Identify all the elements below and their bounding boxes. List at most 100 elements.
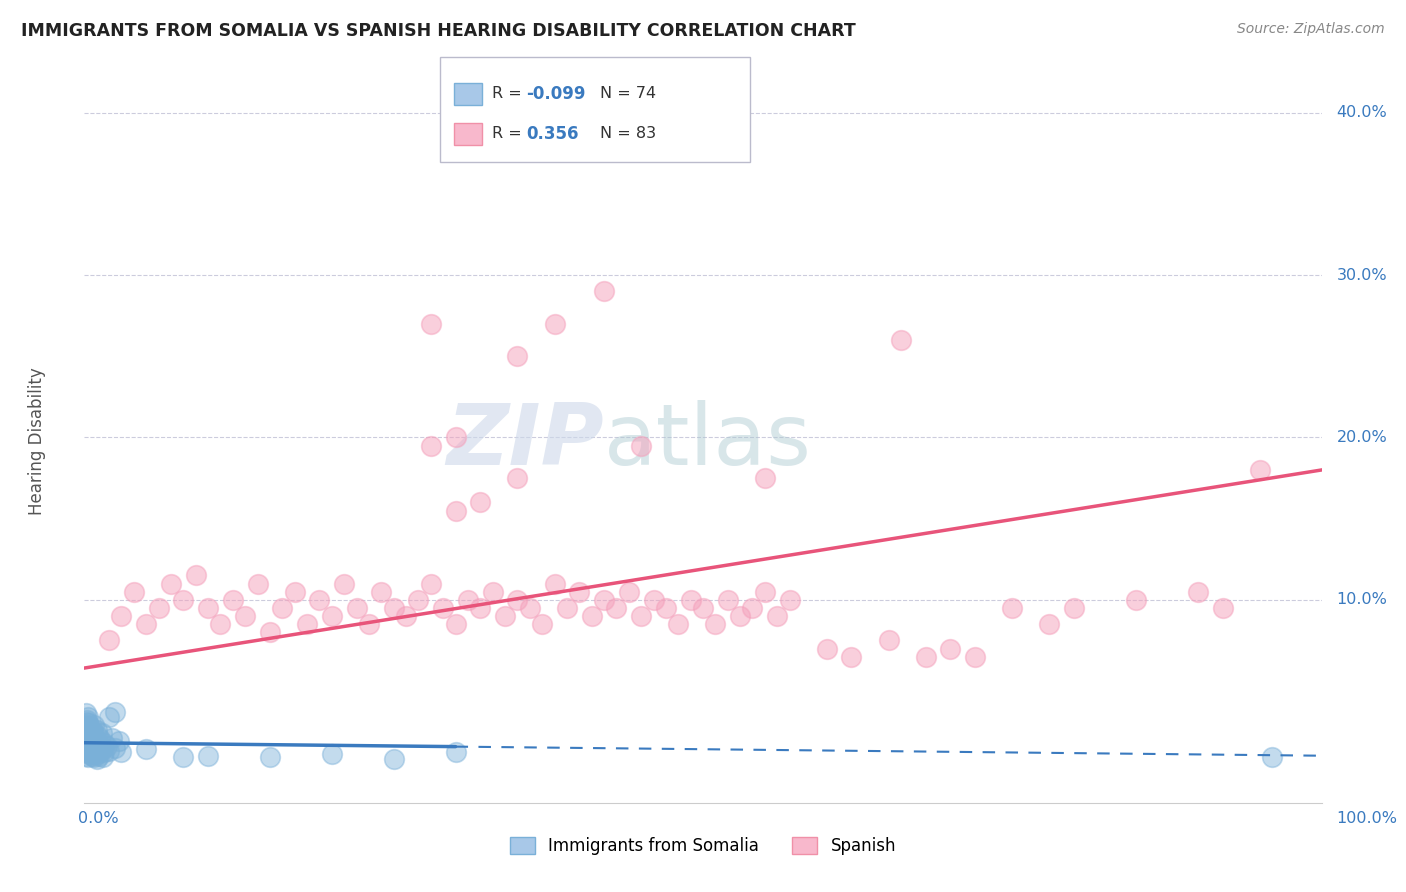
Point (259, 625, 281, 640)
Point (333, 576, 356, 591)
Point (93, 736, 115, 750)
Text: 20.0%: 20.0% (1337, 430, 1388, 445)
Point (83, 718, 105, 732)
Point (79, 719, 101, 733)
Point (77, 742, 100, 756)
Point (79, 740, 101, 755)
Point (76, 746, 98, 760)
Point (76, 731, 98, 745)
Point (419, 576, 441, 591)
Point (815, 641, 838, 656)
Point (308, 592, 330, 607)
Point (457, 592, 479, 607)
Point (98, 710, 121, 724)
Point (1038, 617, 1060, 632)
Point (89, 732, 111, 747)
Point (679, 592, 702, 607)
Point (593, 592, 616, 607)
Point (75, 739, 97, 753)
Point (160, 576, 183, 591)
Point (84, 746, 107, 760)
Point (91, 750, 114, 764)
Point (655, 601, 678, 615)
Point (79, 737, 101, 751)
Point (717, 592, 740, 607)
Point (432, 601, 454, 615)
Bar (440, 57, 749, 162)
Point (321, 747, 343, 761)
Point (86, 723, 108, 737)
Point (86, 752, 108, 766)
Point (91, 742, 114, 756)
Point (481, 584, 503, 599)
Point (704, 617, 727, 632)
Point (77, 726, 100, 740)
Point (100, 731, 122, 745)
Point (506, 592, 529, 607)
Text: 10.0%: 10.0% (1337, 592, 1388, 607)
Text: N = 83: N = 83 (600, 127, 657, 142)
Point (122, 584, 145, 599)
Point (104, 740, 127, 755)
Point (80, 721, 103, 735)
Point (346, 601, 368, 615)
Point (408, 592, 430, 607)
Text: Source: ZipAtlas.com: Source: ZipAtlas.com (1237, 22, 1385, 37)
Text: ZIP: ZIP (446, 400, 605, 483)
Point (96, 739, 118, 753)
Point (841, 649, 863, 664)
Point (877, 633, 900, 648)
Point (110, 609, 132, 624)
Text: IMMIGRANTS FROM SOMALIA VS SPANISH HEARING DISABILITY CORRELATION CHART: IMMIGRANTS FROM SOMALIA VS SPANISH HEARI… (21, 22, 856, 40)
Point (80, 734, 103, 748)
Point (87, 747, 110, 761)
Point (79, 729, 101, 743)
Point (506, 471, 529, 485)
Point (83, 732, 105, 747)
Point (630, 439, 652, 453)
Point (1125, 592, 1147, 607)
Point (80, 747, 103, 761)
Point (104, 705, 127, 719)
Point (754, 584, 776, 599)
Point (197, 748, 219, 763)
Point (581, 609, 603, 624)
Point (83, 750, 105, 764)
Point (1212, 601, 1234, 615)
Point (779, 592, 801, 607)
Point (84, 731, 107, 745)
Point (914, 649, 936, 664)
Point (75, 723, 97, 737)
Point (75, 718, 97, 732)
Point (76, 714, 98, 729)
Point (75, 748, 97, 763)
Text: 100.0%: 100.0% (1337, 811, 1398, 826)
Point (110, 746, 132, 760)
Point (593, 285, 616, 299)
Point (370, 584, 392, 599)
Point (543, 576, 565, 591)
Point (444, 746, 467, 760)
Point (135, 742, 157, 756)
Point (84, 740, 107, 755)
Point (184, 568, 207, 582)
Point (79, 744, 101, 758)
Point (197, 601, 219, 615)
Point (87, 729, 110, 743)
Point (568, 584, 591, 599)
Point (543, 317, 565, 331)
Point (79, 724, 101, 739)
Point (82, 736, 104, 750)
Point (741, 601, 763, 615)
Point (271, 601, 294, 615)
Point (295, 617, 318, 632)
Point (79, 747, 101, 761)
Bar (454, 83, 482, 105)
Text: 0.0%: 0.0% (79, 811, 118, 826)
Point (444, 503, 467, 517)
Point (172, 750, 194, 764)
Point (419, 439, 441, 453)
Point (75, 719, 97, 733)
Point (939, 641, 962, 656)
Point (395, 609, 418, 624)
